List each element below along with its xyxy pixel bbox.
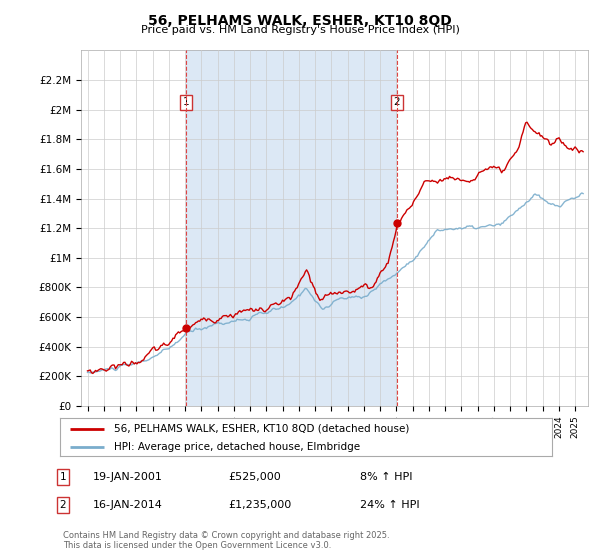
Text: 2: 2 xyxy=(394,97,400,108)
Text: £1,235,000: £1,235,000 xyxy=(228,500,291,510)
Text: 1: 1 xyxy=(59,472,67,482)
Bar xyxy=(186,50,397,406)
Text: 24% ↑ HPI: 24% ↑ HPI xyxy=(360,500,419,510)
Text: 56, PELHAMS WALK, ESHER, KT10 8QD: 56, PELHAMS WALK, ESHER, KT10 8QD xyxy=(148,14,452,28)
Text: 56, PELHAMS WALK, ESHER, KT10 8QD (detached house): 56, PELHAMS WALK, ESHER, KT10 8QD (detac… xyxy=(114,424,409,434)
Text: Price paid vs. HM Land Registry's House Price Index (HPI): Price paid vs. HM Land Registry's House … xyxy=(140,25,460,35)
Text: Contains HM Land Registry data © Crown copyright and database right 2025.
This d: Contains HM Land Registry data © Crown c… xyxy=(63,530,389,550)
Text: 2: 2 xyxy=(59,500,67,510)
Text: 19-JAN-2001: 19-JAN-2001 xyxy=(93,472,163,482)
Text: 8% ↑ HPI: 8% ↑ HPI xyxy=(360,472,413,482)
Text: 16-JAN-2014: 16-JAN-2014 xyxy=(93,500,163,510)
Text: HPI: Average price, detached house, Elmbridge: HPI: Average price, detached house, Elmb… xyxy=(114,442,360,452)
Text: £525,000: £525,000 xyxy=(228,472,281,482)
Text: 1: 1 xyxy=(182,97,189,108)
